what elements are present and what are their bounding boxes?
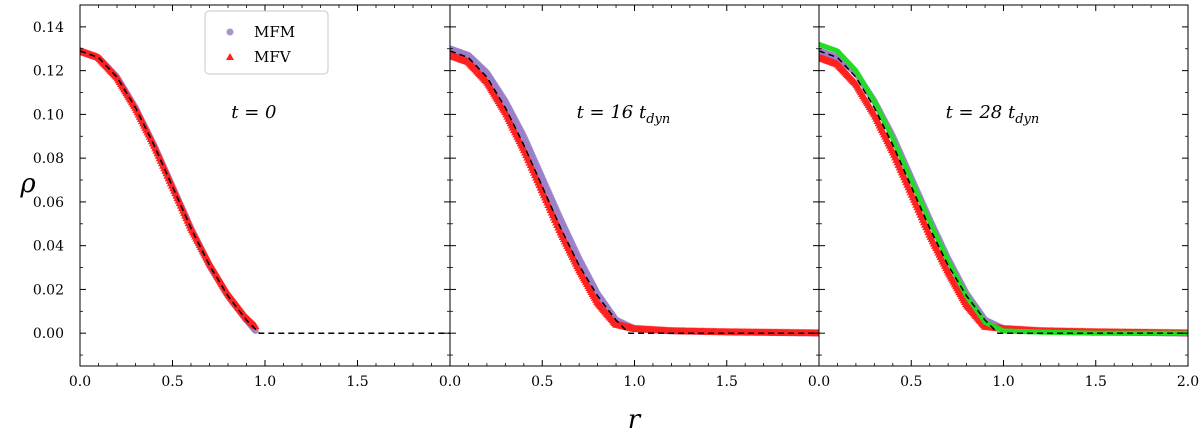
annotation-sub: dyn	[1015, 112, 1039, 127]
panel-annotation: t = 16 tdyn	[577, 102, 671, 127]
y-tick-label: 0.10	[33, 107, 64, 123]
x-tick-label: 0.0	[69, 374, 91, 390]
x-tick-label: 0.5	[161, 374, 183, 390]
panel-annotation: t = 28 tdyn	[946, 102, 1040, 127]
y-tick-label: 0.02	[33, 282, 64, 298]
x-tick-label: 1.5	[716, 374, 738, 390]
y-axis: 0.00 0.02 0.04 0.06 0.08 0.10 0.12 0.14	[33, 20, 64, 342]
x-tick-label: 1.5	[346, 374, 368, 390]
x-tick-label: 1.5	[1085, 374, 1107, 390]
legend-marker-mfv	[226, 53, 234, 60]
annotation-sub: dyn	[646, 112, 670, 127]
x-tick-label: 0.0	[808, 374, 830, 390]
y-tick-label: 0.00	[33, 326, 64, 342]
plot-area	[80, 46, 450, 334]
panel-2: 0.0 0.5 1.0 1.5 t = 16 tdyn	[439, 4, 820, 390]
mfm-series	[80, 47, 259, 334]
panels: 0.0 0.5 1.0 1.5t = 00.0 0.5 1.0 1.5t = 16 tdyn…	[69, 4, 1199, 390]
legend-box	[204, 10, 329, 75]
mfv-point	[814, 328, 819, 337]
panel-frame	[818, 4, 1189, 367]
legend: MFM MFV	[204, 10, 329, 75]
annotation-var: t	[1008, 102, 1016, 123]
legend-label: MFV	[254, 48, 292, 66]
x-tick-label: 1.0	[992, 374, 1014, 390]
panel-1: 0.0 0.5 1.0 1.5 t = 0	[69, 4, 451, 390]
reference-curve	[819, 50, 1188, 334]
y-tick-label: 0.04	[33, 239, 64, 255]
mfv-series	[80, 46, 260, 330]
third-series	[819, 41, 1188, 336]
y-tick-label: 0.14	[33, 20, 64, 36]
y-axis-title: ρ	[19, 169, 36, 199]
x-axis-title: r	[628, 405, 642, 433]
plot-area	[819, 41, 1188, 337]
annotation-main: t = 16	[577, 102, 639, 123]
panel-frame	[449, 4, 820, 367]
panel-3: 0.0 0.5 1.0 1.5 2.0 t = 28 tdyn	[808, 4, 1199, 390]
y-tick-label: 0.06	[33, 195, 64, 211]
y-tick-label: 0.08	[33, 151, 64, 167]
x-tick-label: 0.5	[531, 374, 553, 390]
legend-label: MFM	[254, 23, 295, 41]
legend-marker-mfm	[226, 28, 234, 36]
x-tick-label: 1.0	[623, 374, 645, 390]
annotation-main: t = 28	[946, 102, 1008, 123]
panel-annotation: t = 0	[231, 102, 276, 123]
x-tick-label: 0.5	[900, 374, 922, 390]
reference-curve	[450, 50, 819, 334]
annotation-var: t	[639, 102, 647, 123]
mfm-series	[450, 45, 819, 337]
x-tick-label: 1.0	[254, 374, 276, 390]
y-tick-label: 0.12	[33, 64, 64, 80]
plot-area	[450, 45, 819, 337]
x-tick-label: 0.0	[439, 374, 461, 390]
x-tick-label: 2.0	[1177, 374, 1199, 390]
reference-curve	[80, 50, 450, 334]
mfm-series	[819, 47, 1188, 337]
annotation-main: t = 0	[231, 102, 276, 123]
